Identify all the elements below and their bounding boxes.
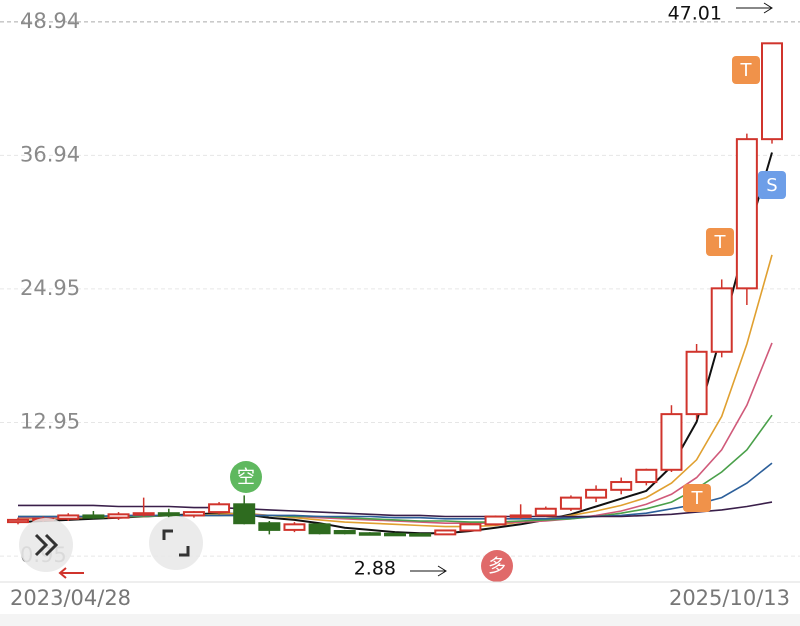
y-tick-label: 24.95 (20, 276, 80, 300)
signal-badge (706, 228, 734, 256)
candle-body (132, 512, 155, 516)
candle-body (761, 42, 783, 141)
signal-badge (732, 56, 760, 84)
candle-body (509, 514, 532, 518)
candle-body (283, 523, 306, 531)
candle-body (635, 468, 658, 484)
candle-body (358, 532, 381, 536)
signal-badge (683, 484, 711, 512)
candle-body (610, 481, 633, 491)
candle-body (585, 488, 608, 499)
signal-label: S (766, 175, 777, 196)
signal-label: 空 (237, 467, 255, 488)
arrow (410, 565, 447, 577)
candle-body (384, 532, 406, 537)
y-tick-label: 12.95 (20, 409, 80, 433)
candle-body (459, 523, 482, 532)
candle-body (208, 503, 231, 514)
signal-label: T (691, 488, 704, 509)
back-arrow (58, 567, 84, 579)
expand-button[interactable] (19, 518, 73, 572)
y-tick-label: 48.94 (20, 9, 80, 33)
signal-badge (481, 550, 513, 582)
candle-body (233, 503, 256, 525)
candle-body (258, 522, 281, 531)
y-tick-label: 36.94 (20, 142, 80, 166)
fullscreen-button[interactable] (149, 516, 203, 570)
candles (7, 42, 783, 537)
candle-body (559, 496, 582, 510)
candle-body (484, 515, 507, 526)
candle-body (685, 350, 708, 416)
candle-body (434, 529, 457, 536)
candle-body (157, 512, 180, 517)
signal-badge (758, 171, 786, 199)
candle-body (182, 511, 205, 517)
candle-body (710, 287, 733, 353)
candle-body (534, 507, 557, 517)
signal-label: T (714, 232, 727, 253)
arrow (736, 2, 773, 14)
end-date: 2025/10/13 (669, 586, 790, 610)
grid (0, 21, 800, 557)
candle-body (735, 138, 758, 290)
candle-body (409, 533, 432, 537)
signal-badge (230, 461, 262, 493)
start-date: 2023/04/28 (10, 586, 131, 610)
candle-body (57, 514, 80, 520)
bottom-strip (0, 614, 800, 626)
low-label: 2.88 (354, 558, 396, 580)
candle-body (333, 530, 356, 535)
candle-body (660, 413, 683, 471)
signal-label: T (740, 60, 753, 81)
candle-body (107, 513, 130, 519)
signal-label: 多 (488, 556, 506, 577)
candle-body (82, 514, 105, 519)
high-label: 47.01 (668, 3, 722, 25)
candle-body (308, 523, 331, 535)
candle-body (7, 518, 29, 524)
